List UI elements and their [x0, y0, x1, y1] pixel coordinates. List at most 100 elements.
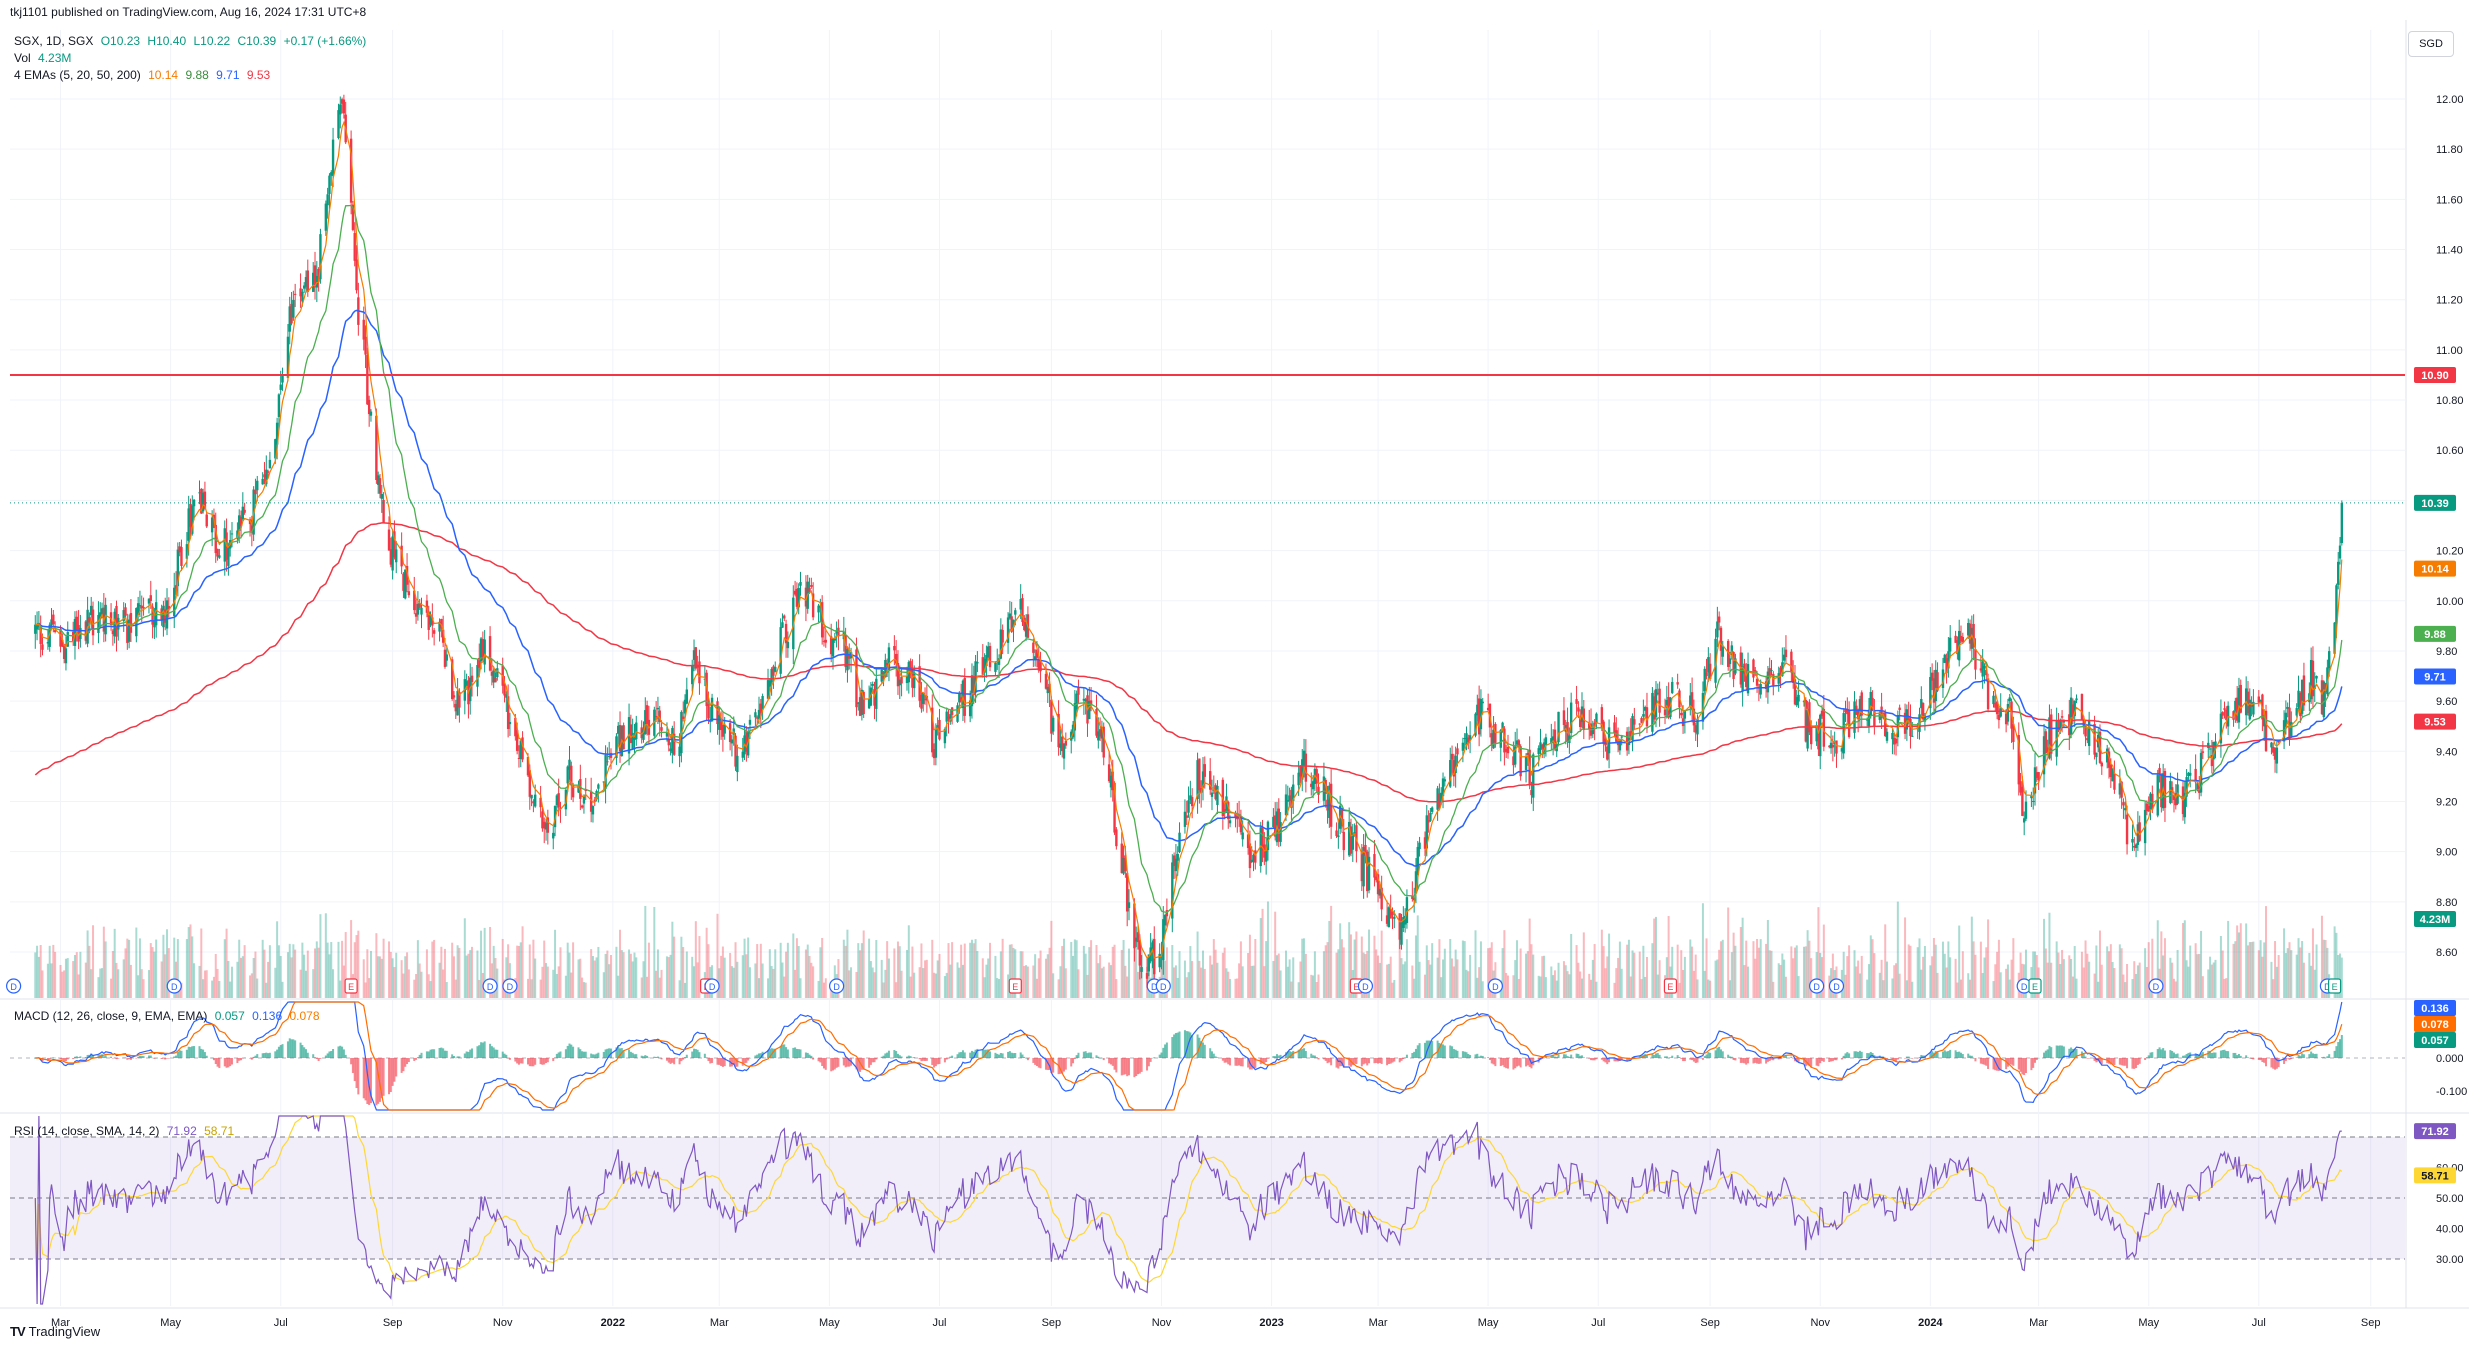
- candle-body: [1136, 932, 1140, 943]
- candle-body: [203, 491, 207, 509]
- macd-hist-bar: [848, 1058, 851, 1067]
- macd-hist-bar: [2057, 1045, 2060, 1058]
- candle-body: [571, 784, 575, 798]
- candle-body: [1831, 744, 1835, 748]
- candle-body: [1098, 729, 1102, 737]
- macd-hist-bar: [2237, 1054, 2240, 1058]
- volume-bar: [591, 956, 594, 998]
- macd-hist-bar: [1147, 1058, 1150, 1067]
- candle-body: [1185, 815, 1188, 818]
- candle-body: [1189, 795, 1192, 801]
- candle-body: [1907, 715, 1910, 721]
- volume-bar: [905, 949, 908, 998]
- candle-body: [1640, 718, 1643, 723]
- volume-bar: [2189, 945, 2192, 998]
- rsi-label[interactable]: RSI (14, close, SMA, 14, 2): [14, 1124, 160, 1138]
- candle-body: [2185, 777, 2188, 797]
- macd-hist-bar: [1001, 1053, 1004, 1058]
- candle-body: [458, 692, 461, 708]
- candle-body: [1122, 858, 1125, 874]
- volume-bar: [584, 982, 587, 998]
- volume-bar: [501, 938, 504, 998]
- volume-bar: [1019, 951, 1022, 998]
- macd-hist-bar: [2062, 1046, 2065, 1058]
- candle-body: [1322, 776, 1326, 801]
- macd-label[interactable]: MACD (12, 26, close, 9, EMA, EMA): [14, 1009, 208, 1023]
- volume-bar: [2120, 948, 2123, 998]
- candle-body: [1311, 781, 1315, 790]
- candle-body: [1847, 709, 1851, 738]
- candle-body: [1745, 670, 1748, 688]
- macd-hist-bar: [1638, 1055, 1641, 1058]
- macd-hist-bar: [1671, 1055, 1674, 1058]
- dividend-marker: D: [704, 978, 720, 994]
- candle-body: [1037, 659, 1040, 671]
- price-label-text: 4.23M: [2420, 914, 2451, 926]
- volume-bar: [458, 947, 461, 998]
- candle-body: [1865, 719, 1869, 721]
- symbol-label[interactable]: SGX, 1D, SGX: [14, 34, 94, 48]
- candle-body: [2196, 783, 2199, 790]
- macd-hist-bar: [1189, 1032, 1192, 1058]
- volume-bar: [1337, 949, 1340, 998]
- candle-body: [1376, 874, 1380, 895]
- volume-bar: [1275, 955, 1278, 998]
- macd-hist-bar: [2073, 1048, 2076, 1058]
- candle-body: [1802, 701, 1806, 703]
- candle-body: [1770, 669, 1773, 671]
- candle-body: [393, 531, 396, 558]
- candle-body: [584, 790, 587, 792]
- macd-hist-bar: [1831, 1058, 1834, 1062]
- candle-body: [407, 591, 411, 596]
- candle-body: [391, 536, 394, 571]
- macd-hist-bar: [1162, 1047, 1165, 1058]
- volume-bar: [693, 966, 696, 998]
- candle-body: [41, 644, 44, 650]
- candle-body: [1380, 887, 1383, 910]
- volume-bar: [756, 944, 759, 998]
- volume-bar: [229, 981, 232, 998]
- currency-button[interactable]: SGD: [2408, 31, 2454, 57]
- volume-bar: [1855, 966, 1858, 998]
- macd-hist-bar: [1349, 1058, 1352, 1067]
- candle-body: [263, 474, 266, 478]
- candle-body: [1089, 700, 1093, 705]
- macd-hist-bar: [2124, 1058, 2127, 1066]
- ema-label[interactable]: 4 EMAs (5, 20, 50, 200): [14, 68, 141, 82]
- volume-label[interactable]: Vol: [14, 51, 31, 65]
- candle-body: [1643, 706, 1647, 711]
- macd-hist-bar: [1212, 1053, 1215, 1058]
- volume-bar: [970, 939, 973, 998]
- macd-hist-bar: [808, 1054, 811, 1058]
- volume-bar: [1895, 963, 1898, 998]
- macd-hist-bar: [772, 1048, 775, 1058]
- candle-body: [1436, 788, 1439, 810]
- macd-hist-bar: [2093, 1058, 2096, 1061]
- candle-body: [1784, 649, 1788, 658]
- tradingview-logo[interactable]: TV TradingView: [10, 1324, 100, 1339]
- volume-bar: [2337, 954, 2340, 998]
- volume-bar: [1292, 957, 1295, 998]
- candle-body: [1588, 723, 1591, 730]
- macd-hist-bar: [597, 1052, 600, 1058]
- volume-bar: [1072, 955, 1075, 998]
- candle-body: [46, 642, 50, 644]
- volume-bar: [976, 951, 979, 998]
- candle-body: [1190, 796, 1194, 807]
- macd-hist-bar: [63, 1058, 66, 1062]
- candle-body: [1705, 672, 1708, 677]
- macd-hist-bar: [1719, 1049, 1722, 1058]
- volume-bar: [656, 949, 659, 998]
- volume-bar: [1678, 982, 1681, 998]
- macd-hist-bar: [1200, 1041, 1203, 1058]
- volume-bar: [332, 969, 335, 998]
- macd-hist-bar: [911, 1057, 914, 1059]
- candle-body: [1985, 669, 1988, 676]
- volume-bar: [2324, 939, 2327, 998]
- macd-hist-bar: [628, 1049, 631, 1058]
- volume-bar: [1100, 968, 1103, 998]
- macd-hist-bar: [438, 1048, 441, 1058]
- volume-bar: [155, 939, 158, 998]
- candle-body: [313, 265, 317, 288]
